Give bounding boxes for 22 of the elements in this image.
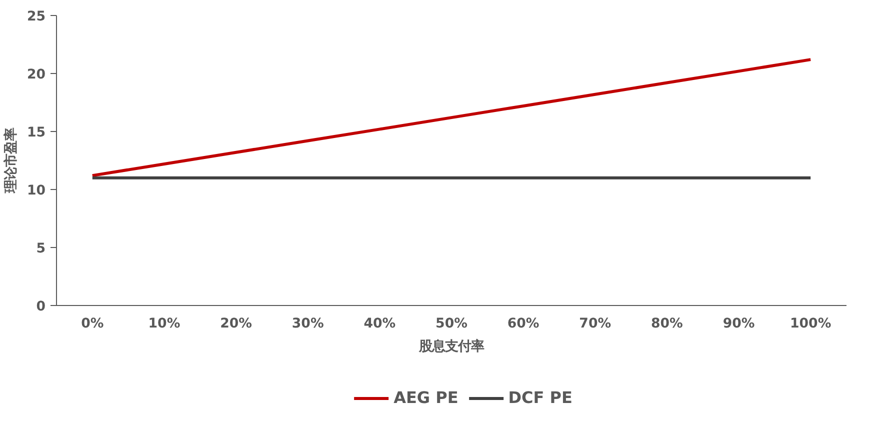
- x-tick-label: 20%: [220, 316, 252, 332]
- x-tick-label: 10%: [148, 316, 180, 332]
- y-tick-label: 15: [26, 126, 46, 140]
- line-series: [90, 58, 812, 178]
- y-tick-label: 0: [36, 300, 46, 314]
- y-tick-label: 10: [26, 184, 46, 198]
- x-tick-label: 40%: [364, 316, 396, 332]
- x-tick-label: 90%: [722, 316, 755, 332]
- legend-label: AEG PE: [394, 388, 458, 407]
- x-axis-title: 股息支付率: [418, 338, 484, 354]
- x-tick-label: 0%: [81, 316, 104, 332]
- y-tick-label: 20: [26, 68, 46, 82]
- x-tick-label: 80%: [651, 316, 683, 332]
- x-tick-label: 70%: [579, 316, 612, 332]
- y-tick-label: 5: [36, 242, 46, 256]
- x-tick-label: 50%: [436, 316, 468, 332]
- x-tick-label: 30%: [292, 316, 324, 332]
- y-tick-label: 25: [26, 10, 46, 24]
- x-tick-label: 100%: [790, 316, 832, 332]
- x-tick-label: 60%: [507, 316, 540, 332]
- y-axis-title: 理论市盈率: [2, 128, 19, 194]
- legend-label: DCF PE: [508, 388, 572, 407]
